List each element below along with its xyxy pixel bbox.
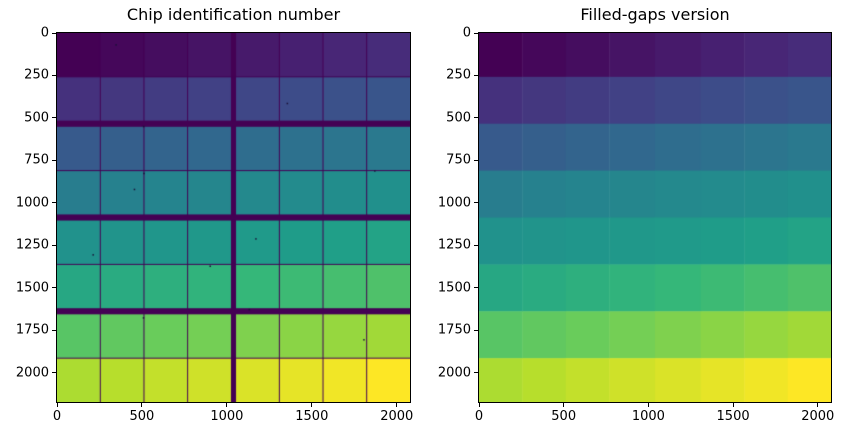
y-tick-mark <box>52 202 56 204</box>
x-tick-mark <box>563 403 565 407</box>
x-tick-mark <box>311 403 313 407</box>
y-tick-mark <box>474 159 478 161</box>
y-tick-label: 750 <box>446 152 471 168</box>
y-tick-label: 500 <box>24 110 49 126</box>
x-tick-mark <box>56 403 58 407</box>
y-tick-mark <box>52 372 56 374</box>
x-tick-label: 500 <box>129 409 155 424</box>
x-tick-label: 1000 <box>631 409 665 424</box>
x-tick-label: 1500 <box>295 409 329 424</box>
y-tick-mark <box>474 329 478 331</box>
x-tick-label: 1000 <box>210 409 244 424</box>
y-tick-label: 1500 <box>15 280 49 296</box>
y-tick-label: 1500 <box>437 280 471 296</box>
y-tick-label: 250 <box>24 67 49 83</box>
y-tick-label: 1000 <box>437 195 471 211</box>
x-tick-mark <box>732 403 734 407</box>
y-tick-label: 2000 <box>15 365 49 381</box>
y-tick-label: 500 <box>446 110 471 126</box>
x-tick-label: 0 <box>474 409 484 424</box>
y-tick-mark <box>474 287 478 289</box>
y-tick-mark <box>474 32 478 34</box>
x-tick-label: 0 <box>52 409 62 424</box>
plot-title-right: Filled-gaps version <box>580 5 730 24</box>
y-tick-mark <box>52 159 56 161</box>
x-tick-label: 2000 <box>380 409 414 424</box>
x-tick-mark <box>478 403 480 407</box>
x-tick-mark <box>396 403 398 407</box>
x-tick-label: 1500 <box>716 409 750 424</box>
y-tick-label: 750 <box>24 152 49 168</box>
x-tick-mark <box>141 403 143 407</box>
y-tick-label: 2000 <box>437 365 471 381</box>
y-tick-mark <box>52 32 56 34</box>
y-tick-label: 1250 <box>437 237 471 253</box>
y-tick-mark <box>52 74 56 76</box>
y-tick-label: 0 <box>40 25 49 41</box>
y-tick-mark <box>52 329 56 331</box>
y-tick-mark <box>474 202 478 204</box>
plot-area-chip-id <box>56 32 411 403</box>
y-tick-mark <box>474 117 478 119</box>
x-tick-mark <box>226 403 228 407</box>
heatmap-chip-id-canvas <box>57 33 410 402</box>
y-tick-mark <box>474 244 478 246</box>
heatmap-filled-gaps-canvas <box>479 33 831 402</box>
x-tick-label: 2000 <box>801 409 835 424</box>
plot-area-filled-gaps <box>478 32 832 403</box>
x-tick-mark <box>647 403 649 407</box>
y-tick-mark <box>52 244 56 246</box>
plot-title-left: Chip identification number <box>126 5 341 24</box>
y-tick-mark <box>474 74 478 76</box>
x-tick-label: 500 <box>551 409 577 424</box>
y-tick-label: 1000 <box>15 195 49 211</box>
y-tick-label: 1750 <box>437 322 471 338</box>
y-tick-label: 250 <box>446 67 471 83</box>
y-tick-label: 1750 <box>15 322 49 338</box>
y-tick-mark <box>52 287 56 289</box>
x-tick-mark <box>817 403 819 407</box>
y-tick-label: 0 <box>462 25 471 41</box>
y-tick-mark <box>52 117 56 119</box>
y-tick-label: 1250 <box>15 237 49 253</box>
y-tick-mark <box>474 372 478 374</box>
